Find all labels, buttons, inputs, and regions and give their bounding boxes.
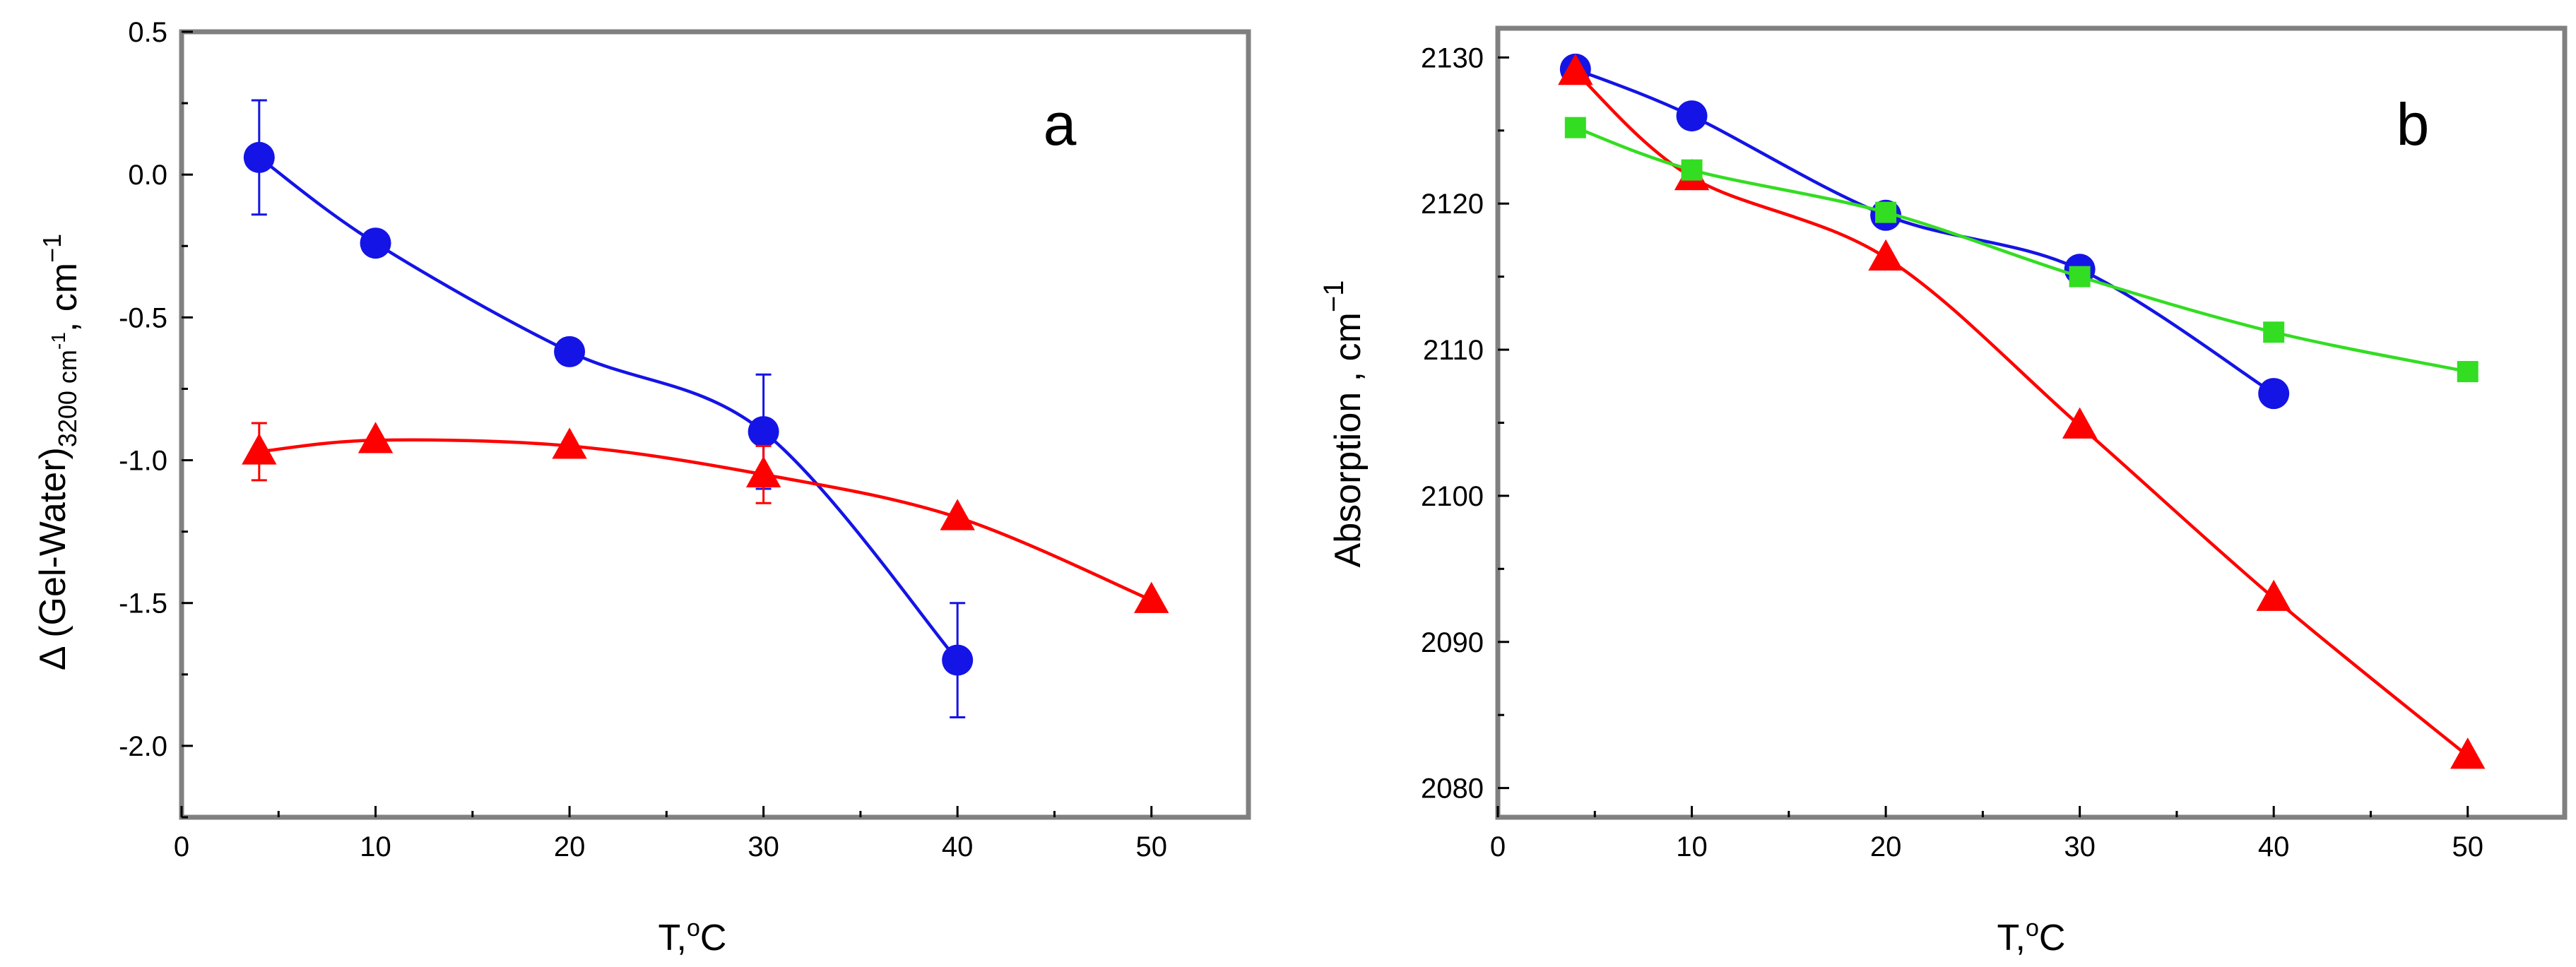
data-point-circle: [2258, 378, 2290, 410]
panel-a-plot-frame: [179, 29, 1251, 820]
data-point-square: [2263, 321, 2285, 343]
panel-a-x-axis-title: T,oC: [658, 915, 727, 959]
y-tick-label: 2100: [1421, 481, 1484, 512]
y-tick-label: 2130: [1421, 42, 1484, 73]
panel-a-y-axis: 0.5 0.0 -0.5 -1.0 -1.5 -2.0: [119, 17, 193, 819]
x-tick-label: 0: [174, 831, 189, 862]
panel-a-label: a: [1044, 91, 1077, 158]
panel-b-series: [1558, 53, 2486, 769]
y-tick-label: 2120: [1421, 189, 1484, 220]
data-point-triangle: [1134, 581, 1169, 613]
x-tick-label: 30: [2064, 831, 2096, 862]
panel-a-y-axis-title: Δ (Gel-Water)3200 cm-1, cm−1: [33, 234, 85, 670]
data-point-triangle: [940, 499, 975, 530]
data-point-triangle: [358, 422, 394, 453]
data-point-triangle: [242, 433, 277, 465]
y-tick-label: 2090: [1421, 627, 1484, 658]
x-tick-label: 10: [360, 831, 391, 862]
data-point-triangle: [2062, 407, 2098, 439]
data-point-triangle: [552, 427, 587, 459]
panel-b-y-axis: 2080 2090 2100 2110 2120 2130: [1421, 42, 1509, 805]
data-point-square: [2069, 266, 2091, 287]
panel-b: 0 10 20 30 40 50 2080 2090 2100 2110 2120 2130 b T…: [1318, 25, 2568, 959]
x-tick-label: 40: [942, 831, 974, 862]
y-tick-label: -0.5: [119, 302, 167, 333]
x-tick-label: 50: [1135, 831, 1167, 862]
y-tick-label: -2.0: [119, 731, 167, 762]
series-line-circle: [258, 156, 959, 662]
data-point-square: [1875, 201, 1897, 223]
data-point-circle: [554, 336, 586, 367]
x-tick-label: 50: [2452, 831, 2483, 862]
series-line-circle: [1574, 67, 2275, 396]
data-point-circle: [1676, 100, 1708, 132]
y-tick-label: 0.5: [128, 17, 167, 48]
data-point-triangle: [745, 456, 781, 487]
data-point-circle: [942, 644, 974, 676]
x-tick-label: 40: [2258, 831, 2290, 862]
y-tick-label: 0.0: [128, 160, 167, 191]
x-tick-label: 30: [748, 831, 779, 862]
data-point-triangle: [2256, 579, 2291, 611]
y-tick-label: -1.0: [119, 446, 167, 477]
data-point-circle: [748, 416, 779, 448]
data-point-triangle: [1558, 54, 1593, 85]
x-tick-label: 20: [1870, 831, 1902, 862]
x-tick-label: 10: [1676, 831, 1708, 862]
panel-b-x-axis: 0 10 20 30 40 50: [1490, 806, 2483, 862]
panel-b-y-axis-title: Absorption , cm−1: [1318, 280, 1369, 568]
panel-b-label: b: [2397, 91, 2430, 158]
x-tick-label: 0: [1490, 831, 1506, 862]
panel-b-x-axis-title: T,oC: [1997, 915, 2066, 959]
data-point-square: [2457, 361, 2478, 383]
data-point-circle: [360, 227, 391, 259]
panel-a: 0 10 20 30 40 50 0.5 0.0 -0.5 -1.0 -1.5 -2.0 a T,o…: [33, 17, 1251, 959]
y-tick-label: 2110: [1423, 335, 1484, 366]
data-point-circle: [243, 141, 275, 173]
data-point-triangle: [1868, 239, 1903, 271]
y-tick-label: -1.5: [119, 588, 167, 619]
data-point-square: [1564, 117, 1586, 138]
x-tick-label: 20: [554, 831, 586, 862]
panel-a-series: [242, 99, 1169, 718]
y-tick-label: 2080: [1421, 773, 1484, 805]
data-point-triangle: [2450, 737, 2486, 769]
data-point-square: [1681, 159, 1703, 181]
series-line-triangle: [259, 438, 1152, 602]
panel-a-x-axis: 0 10 20 30 40 50: [174, 806, 1167, 862]
